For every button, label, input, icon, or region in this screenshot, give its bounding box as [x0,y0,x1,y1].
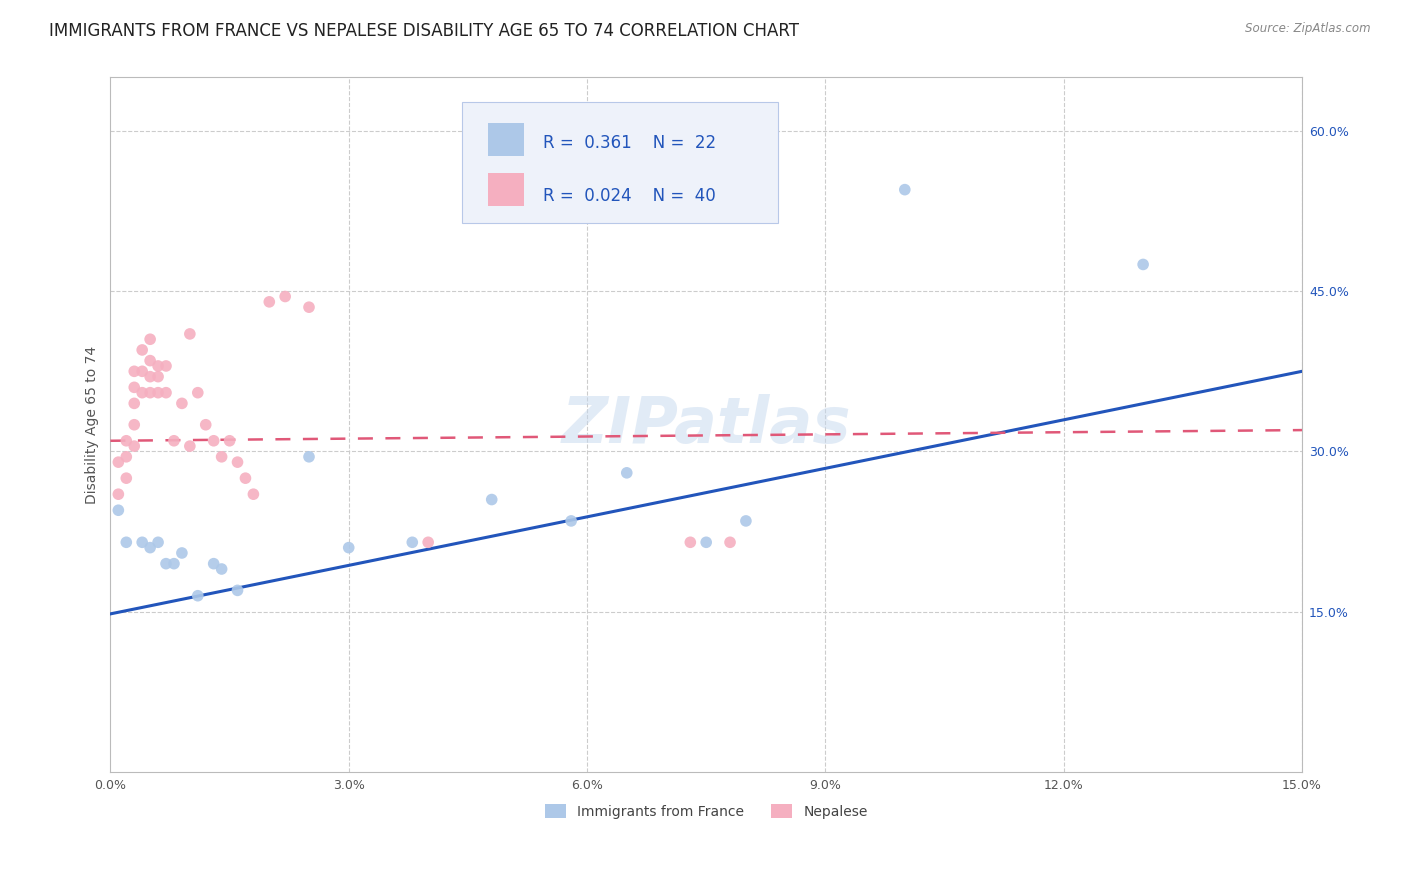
Bar [488,122,524,156]
Bar [488,172,524,206]
Point [122,417,145,432]
Point [146,535,169,549]
Point [235,471,257,485]
Point [107,503,129,517]
Point [418,535,440,549]
Point [139,369,162,384]
Point [894,183,917,197]
Y-axis label: Disability Age 65 to 74: Disability Age 65 to 74 [86,346,100,504]
Point [139,541,162,555]
Point [298,450,321,464]
Point [155,385,177,400]
Text: R =  0.024    N =  40: R = 0.024 N = 40 [543,186,716,204]
Point [202,557,225,571]
Point [187,589,209,603]
Point [211,450,233,464]
Point [146,359,169,373]
Point [131,535,153,549]
Point [1132,257,1154,271]
Point [401,535,423,549]
Point [163,557,186,571]
Point [170,546,193,560]
Point [107,487,129,501]
Point [107,455,129,469]
Legend: Immigrants from France, Nepalese: Immigrants from France, Nepalese [538,798,873,824]
Point [122,439,145,453]
Point [122,364,145,378]
FancyBboxPatch shape [463,102,778,223]
Point [194,417,217,432]
Point [139,385,162,400]
Point [298,300,321,314]
Point [179,439,201,453]
Point [616,466,638,480]
Point [155,557,177,571]
Point [202,434,225,448]
Point [481,492,503,507]
Point [718,535,741,549]
Point [115,450,138,464]
Point [259,294,281,309]
Text: ZIPatlas: ZIPatlas [561,393,851,456]
Point [560,514,582,528]
Point [170,396,193,410]
Point [735,514,758,528]
Point [146,385,169,400]
Text: IMMIGRANTS FROM FRANCE VS NEPALESE DISABILITY AGE 65 TO 74 CORRELATION CHART: IMMIGRANTS FROM FRANCE VS NEPALESE DISAB… [49,22,799,40]
Point [139,353,162,368]
Point [337,541,360,555]
Point [226,455,249,469]
Point [122,380,145,394]
Point [679,535,702,549]
Point [139,332,162,346]
Point [179,326,201,341]
Point [131,343,153,357]
Point [115,471,138,485]
Point [695,535,717,549]
Point [131,385,153,400]
Point [218,434,240,448]
Point [131,364,153,378]
Point [274,289,297,303]
Point [122,396,145,410]
Point [226,583,249,598]
Text: R =  0.361    N =  22: R = 0.361 N = 22 [543,135,716,153]
Point [115,535,138,549]
Point [211,562,233,576]
Point [242,487,264,501]
Point [155,359,177,373]
Point [146,369,169,384]
Point [115,434,138,448]
Point [187,385,209,400]
Text: Source: ZipAtlas.com: Source: ZipAtlas.com [1246,22,1371,36]
Point [163,434,186,448]
